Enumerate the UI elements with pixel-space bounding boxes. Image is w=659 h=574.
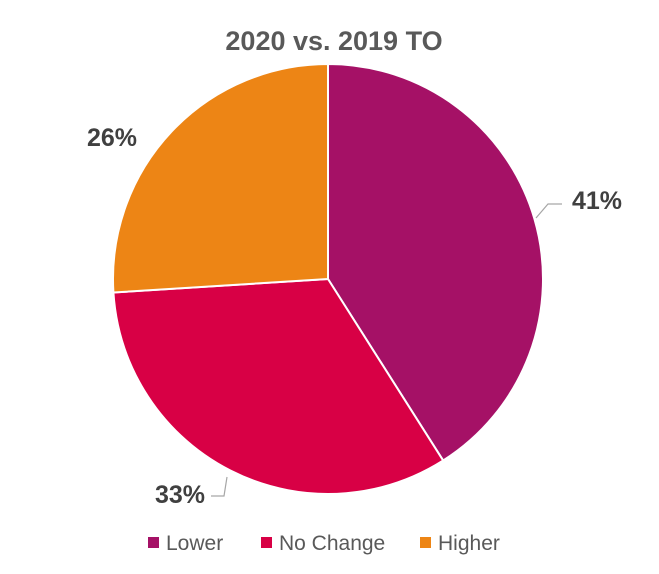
leader-line-lower [535,203,562,219]
pie-slices [112,62,544,495]
pie-slice-lower [327,62,544,462]
legend-label-higher: Higher [438,532,500,555]
data-label-lower: 41% [572,187,622,215]
pie-slice-no-change [112,277,445,495]
data-labels: 41% 33% 26% [87,124,622,509]
data-label-no-change: 33% [155,481,205,509]
legend-swatch-lower [148,537,159,548]
legend-swatch-higher [420,537,431,548]
data-label-higher: 26% [87,124,137,152]
legend: Lower No Change Higher [148,532,500,555]
legend-swatch-no-change [261,537,272,548]
pie-slice-higher [112,62,329,294]
legend-label-lower: Lower [166,532,223,555]
leader-lines [211,203,562,497]
chart-title: 2020 vs. 2019 TO [225,26,442,56]
leader-line-no-change [211,476,228,497]
legend-label-no-change: No Change [279,532,385,555]
